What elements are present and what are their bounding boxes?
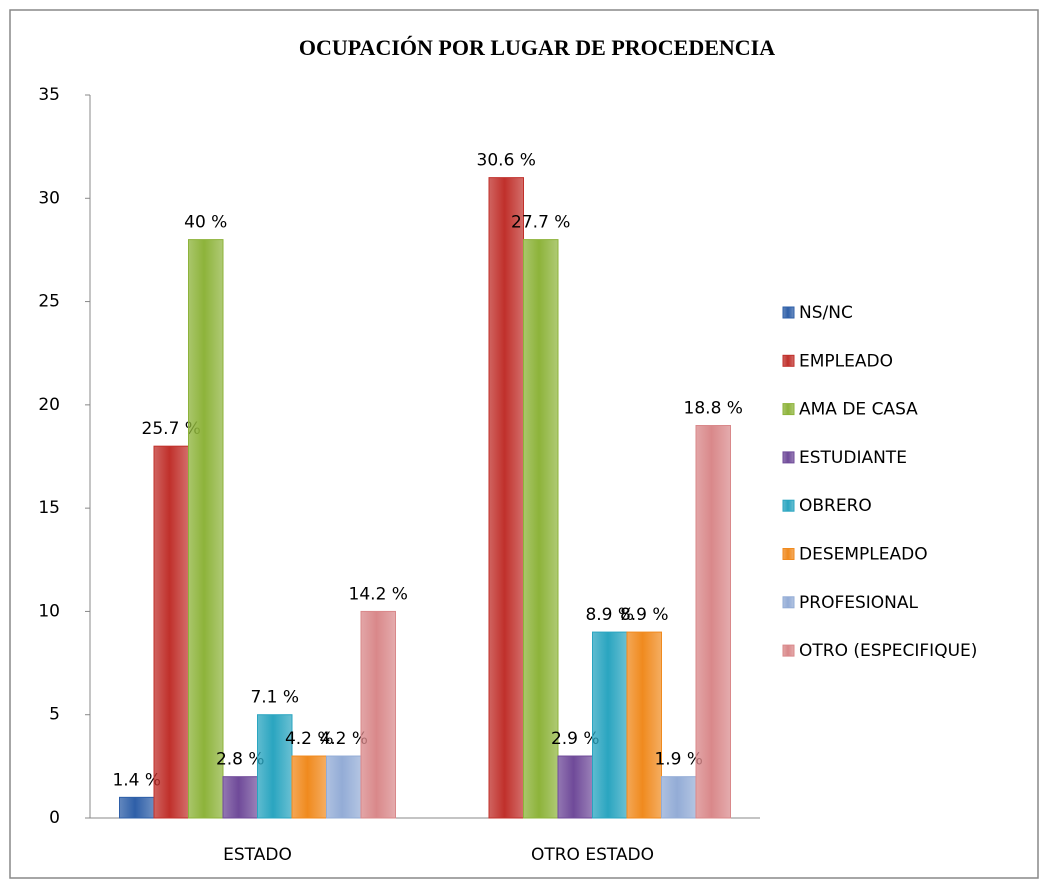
data-label: 7.1 %	[250, 688, 299, 708]
bar	[119, 796, 155, 819]
y-tick-label: 0	[49, 808, 60, 828]
legend-swatch	[782, 354, 795, 367]
data-label: 1.9 %	[654, 750, 703, 770]
data-label: 25.7 %	[142, 419, 201, 439]
x-tick-label: ESTADO	[223, 845, 292, 865]
legend-label: NS/NC	[799, 303, 853, 323]
data-label: 40 %	[184, 213, 227, 233]
legend-swatch	[782, 403, 795, 416]
bar	[523, 239, 559, 819]
data-label: 2.9 %	[551, 729, 600, 749]
data-label: 4.2 %	[285, 729, 334, 749]
legend-label: OBRERO	[799, 496, 872, 516]
legend-label: DESEMPLEADO	[799, 545, 928, 565]
legend-label: AMA DE CASA	[799, 400, 918, 420]
bar	[326, 755, 362, 819]
y-tick-label: 15	[38, 498, 60, 518]
data-label: 4.2 %	[319, 729, 368, 749]
x-tick-label: OTRO ESTADO	[531, 845, 654, 865]
data-label: 2.8 %	[216, 750, 265, 770]
y-tick-label: 35	[38, 85, 60, 105]
bar	[695, 425, 731, 819]
bar	[592, 631, 628, 819]
bar	[488, 177, 524, 819]
legend-swatch	[782, 306, 795, 319]
y-tick-label: 5	[49, 705, 60, 725]
y-tick-label: 10	[38, 601, 60, 621]
legend-label: ESTUDIANTE	[799, 448, 907, 468]
bar	[222, 776, 258, 819]
bar	[557, 755, 593, 819]
legend-swatch	[782, 596, 795, 609]
legend-label: OTRO (ESPECIFIQUE)	[799, 641, 977, 661]
bar	[188, 239, 224, 819]
data-label: 18.8 %	[684, 399, 743, 419]
y-tick-label: 20	[38, 395, 60, 415]
legend-swatch	[782, 644, 795, 657]
data-label: 14.2 %	[349, 584, 408, 604]
data-label: 1.4 %	[112, 770, 161, 790]
data-label: 8.9 %	[585, 605, 634, 625]
bar	[291, 755, 327, 819]
bar	[360, 610, 396, 819]
legend-label: PROFESIONAL	[799, 593, 918, 613]
data-label: 30.6 %	[477, 151, 536, 171]
bar	[661, 776, 697, 819]
y-tick-label: 30	[38, 188, 60, 208]
data-label: 27.7 %	[511, 213, 570, 233]
y-tick-label: 25	[38, 292, 60, 312]
data-label: 8.9 %	[620, 605, 669, 625]
legend-swatch	[782, 451, 795, 464]
legend-label: EMPLEADO	[799, 351, 893, 371]
bar	[626, 631, 662, 819]
legend-swatch	[782, 548, 795, 560]
chart-title: OCUPACIÓN POR LUGAR DE PROCEDENCIA	[299, 35, 775, 60]
legend-swatch	[782, 499, 795, 512]
bar	[153, 445, 189, 819]
